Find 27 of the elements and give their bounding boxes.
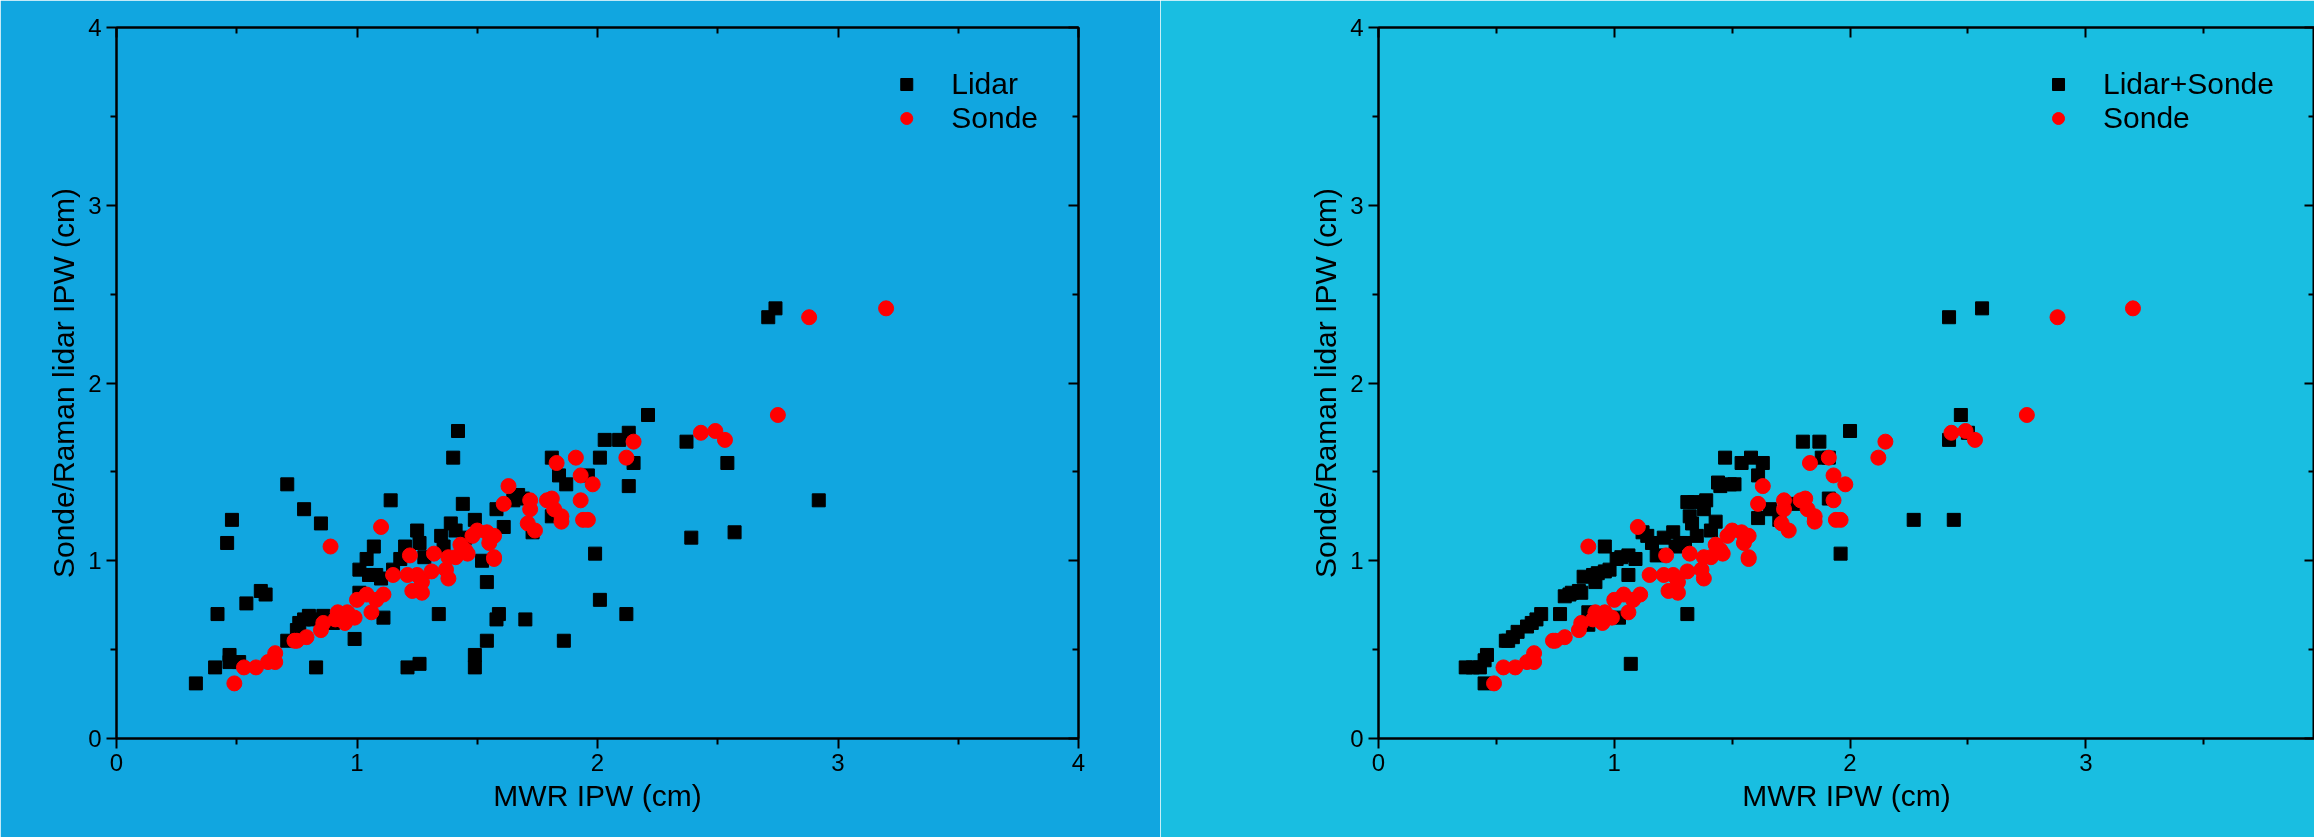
x-tick-label: 3 <box>2079 748 2093 776</box>
x-tick-label: 3 <box>831 748 845 776</box>
y-tick-label: 0 <box>1350 725 1364 752</box>
y-tick-label: 4 <box>1350 14 1364 41</box>
legend-label: Lidar+Sonde <box>2103 67 2274 101</box>
legend-label: Sonde <box>2103 101 2190 135</box>
y-tick-label: 3 <box>88 191 102 219</box>
y-tick-label: 3 <box>1350 191 1364 219</box>
y-tick-label: 1 <box>88 547 102 575</box>
x-tick-label: 1 <box>1607 748 1621 776</box>
y-tick-label: 0 <box>88 725 102 752</box>
y-tick-label: 4 <box>88 14 102 41</box>
y-tick-label: 1 <box>1350 547 1364 575</box>
legend-label: Lidar <box>951 67 1018 101</box>
x-tick-label: 0 <box>1371 748 1386 776</box>
y-axis-title: Sonde/Raman lidar IPW (cm) <box>1309 187 1343 579</box>
x-axis-title: MWR IPW (cm) <box>493 778 702 812</box>
legend-label: Sonde <box>951 101 1038 135</box>
y-axis-title: Sonde/Raman lidar IPW (cm) <box>47 187 81 579</box>
x-tick-label: 2 <box>590 748 605 776</box>
x-tick-label: 2 <box>1843 748 1857 776</box>
x-tick-label: 4 <box>1071 748 1086 776</box>
y-tick-label: 2 <box>1350 369 1364 397</box>
x-tick-label: 1 <box>350 748 364 776</box>
x-tick-label: 0 <box>109 748 124 776</box>
y-tick-label: 2 <box>88 369 102 397</box>
x-axis-title: MWR IPW (cm) <box>1742 778 1951 812</box>
